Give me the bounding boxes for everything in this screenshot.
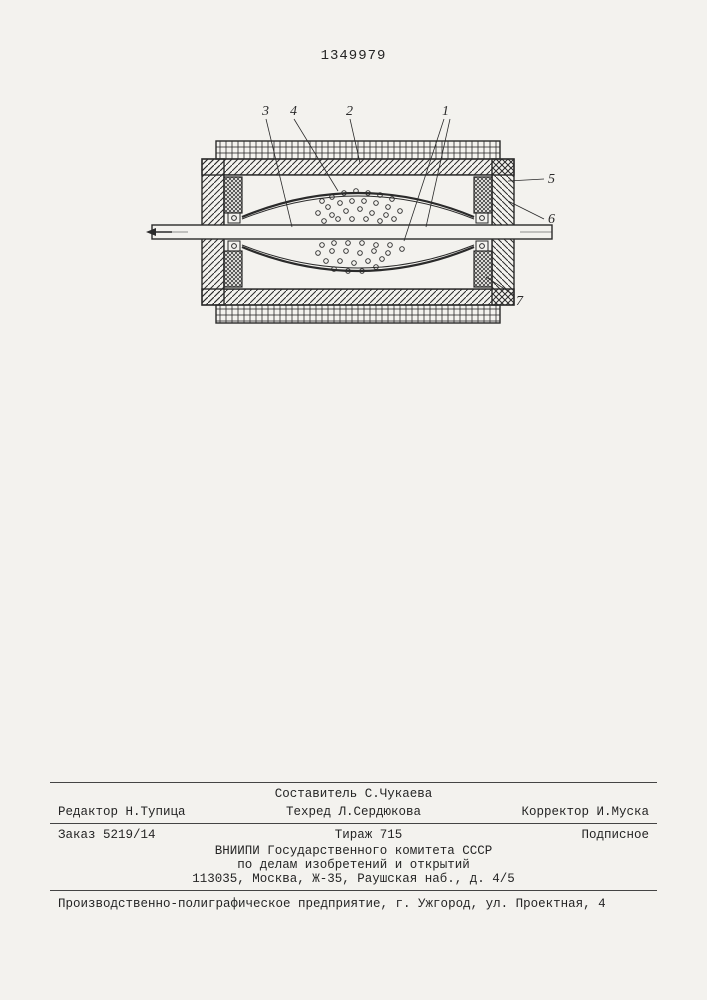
divider	[50, 782, 657, 783]
svg-text:1: 1	[442, 105, 449, 119]
patent-figure: 3 4 2 1 5 6 7	[144, 105, 564, 345]
editor-text: Редактор Н.Тупица	[58, 805, 186, 819]
shaft	[152, 225, 552, 239]
endcap-right-lower	[474, 251, 492, 287]
page-number: 1349979	[321, 48, 387, 64]
svg-text:6: 6	[548, 212, 555, 227]
divider	[50, 823, 657, 824]
endcap-left-upper	[224, 177, 242, 213]
corrector-text: Корректор И.Муска	[521, 805, 649, 819]
coil-bottom	[216, 305, 500, 323]
org-line1: ВНИИПИ Государственного комитета СССР	[50, 844, 657, 858]
svg-text:2: 2	[346, 105, 353, 119]
housing-bottom	[202, 289, 514, 305]
footer-block: Составитель С.Чукаева Редактор Н.Тупица …	[50, 782, 657, 911]
compiler-text: Составитель С.Чукаева	[275, 787, 433, 801]
divider	[50, 890, 657, 891]
svg-text:7: 7	[516, 294, 524, 309]
svg-text:5: 5	[548, 172, 555, 187]
endcap-left-lower	[224, 251, 242, 287]
housing-top	[202, 159, 514, 175]
subscription-text: Подписное	[581, 828, 649, 842]
order-text: Заказ 5219/14	[58, 828, 156, 842]
technical-text: Техред Л.Сердюкова	[286, 805, 421, 819]
endcap-right-upper	[474, 177, 492, 213]
svg-text:4: 4	[290, 105, 297, 119]
printer-text: Производственно-полиграфическое предприя…	[50, 897, 657, 911]
print-run-text: Тираж 715	[335, 828, 403, 842]
address: 113035, Москва, Ж-35, Раушская наб., д. …	[50, 872, 657, 886]
svg-text:3: 3	[261, 105, 269, 119]
org-line2: по делам изобретений и открытий	[50, 858, 657, 872]
coil-top	[216, 141, 500, 159]
